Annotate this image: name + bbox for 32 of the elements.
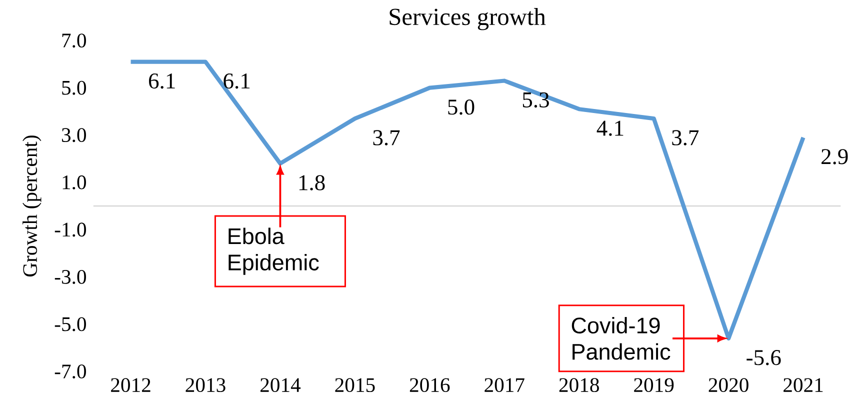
data-label: -5.6 [746,350,781,366]
x-tick-label: 2013 [186,378,226,392]
x-tick-label: 2017 [484,378,524,392]
y-tick-label: 5.0 [62,80,86,95]
x-tick-label: 2015 [335,378,375,392]
data-label: 2.9 [822,149,848,164]
x-tick-label: 2012 [111,378,150,392]
y-tick-label: 7.0 [62,34,86,48]
x-tick-label: 2019 [634,378,674,392]
x-tick-label: 2018 [559,378,599,392]
data-label: 1.8 [299,175,325,190]
x-tick-label: 2021 [784,378,823,392]
annotation: Ebola Epidemic [228,228,319,275]
data-label: 3.7 [373,130,400,146]
annotation: Covid-19 Pandemic [572,317,670,360]
x-tick-label: 2020 [708,378,748,392]
data-label: 5.0 [448,100,474,115]
x-tick-label: 2016 [410,378,450,392]
x-tick-label: 2014 [260,378,301,392]
y-tick-label: -1.0 [54,222,86,237]
y-tick-label: 3.0 [62,128,86,142]
data-label: 5.3 [522,92,549,108]
y-axis-title: Growth (percent) [22,136,42,277]
y-tick-label: -7.0 [54,364,86,379]
data-label: 6.1 [224,74,250,89]
data-label: 4.1 [596,120,624,136]
y-tick-label: -5.0 [54,317,86,332]
data-label: 3.7 [672,130,699,146]
chart-title: Services growth [390,8,546,30]
y-tick-label: -3.0 [54,270,86,284]
y-tick-label: 1.0 [62,175,86,190]
data-label: 6.1 [149,74,175,89]
